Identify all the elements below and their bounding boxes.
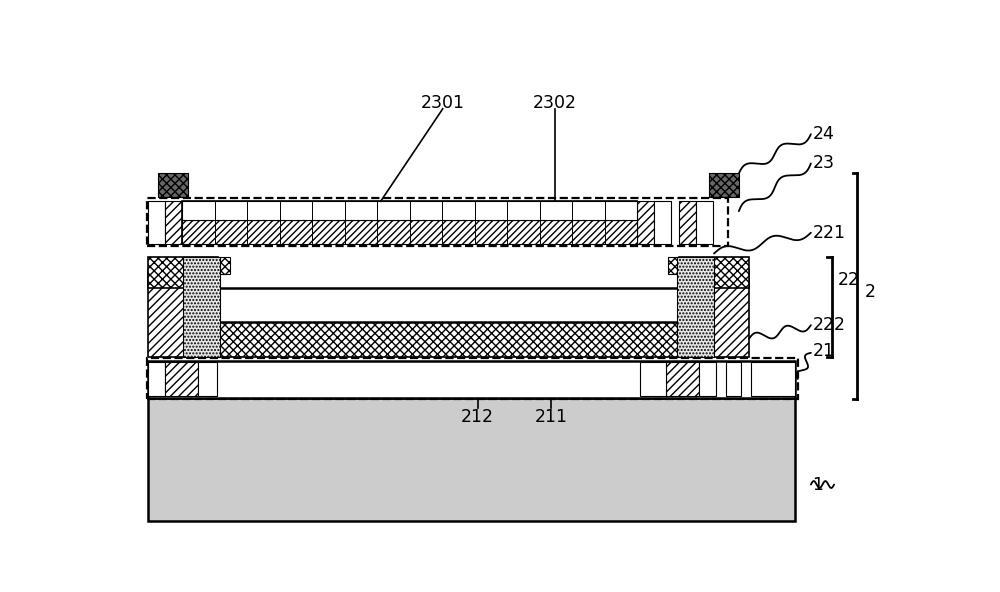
Bar bbox=[158, 173, 188, 197]
Bar bbox=[183, 256, 220, 357]
Bar bbox=[199, 258, 230, 274]
Bar bbox=[165, 362, 198, 396]
Bar bbox=[148, 271, 199, 357]
Text: 211: 211 bbox=[535, 407, 568, 426]
Bar bbox=[654, 201, 671, 243]
Bar bbox=[165, 201, 182, 243]
Bar bbox=[147, 198, 728, 246]
Bar bbox=[198, 362, 217, 396]
Bar bbox=[148, 397, 795, 521]
Bar bbox=[726, 362, 741, 396]
Bar bbox=[698, 362, 716, 396]
Bar bbox=[148, 361, 795, 397]
Text: 1: 1 bbox=[812, 475, 823, 494]
Bar bbox=[640, 362, 666, 396]
Bar bbox=[698, 271, 749, 357]
Bar bbox=[182, 220, 637, 243]
Bar bbox=[147, 358, 798, 399]
Text: 21: 21 bbox=[812, 342, 834, 361]
Bar bbox=[637, 201, 654, 243]
Bar bbox=[709, 173, 739, 197]
Bar bbox=[148, 258, 218, 288]
Text: 2302: 2302 bbox=[533, 94, 577, 112]
Text: 2: 2 bbox=[865, 283, 876, 301]
Bar bbox=[679, 201, 696, 243]
Bar bbox=[199, 322, 698, 357]
Bar bbox=[668, 258, 679, 274]
Text: 221: 221 bbox=[812, 224, 845, 242]
Bar bbox=[666, 362, 698, 396]
Bar bbox=[148, 201, 165, 243]
Bar bbox=[751, 362, 795, 396]
Bar bbox=[148, 362, 165, 396]
Text: 2301: 2301 bbox=[421, 94, 465, 112]
Bar bbox=[182, 201, 637, 243]
Text: 212: 212 bbox=[461, 407, 494, 426]
Text: 24: 24 bbox=[812, 125, 834, 143]
Bar bbox=[182, 201, 637, 220]
Bar bbox=[199, 288, 698, 322]
Bar bbox=[679, 258, 749, 288]
Text: 23: 23 bbox=[812, 155, 834, 172]
Text: 222: 222 bbox=[812, 316, 845, 334]
Bar bbox=[696, 201, 713, 243]
Text: 22: 22 bbox=[838, 272, 860, 289]
Bar bbox=[677, 256, 714, 357]
